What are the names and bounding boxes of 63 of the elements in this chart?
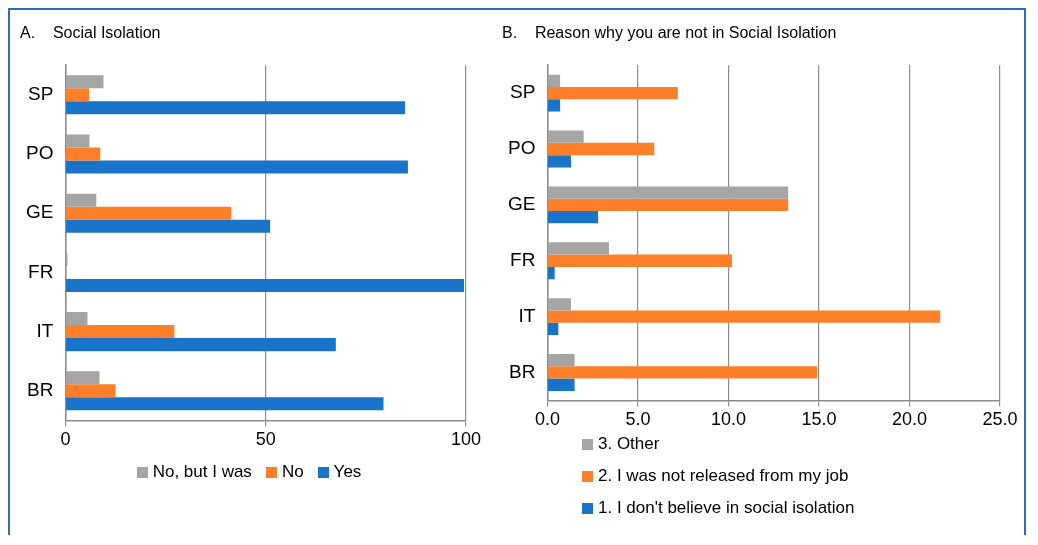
bar (66, 219, 271, 233)
bar (548, 266, 555, 280)
bar (66, 338, 336, 352)
bar (548, 366, 818, 379)
bar (66, 134, 90, 148)
y-tick-label: FR (510, 248, 536, 270)
legend-label: No (281, 462, 304, 482)
y-tick-label: BR (509, 360, 536, 382)
bar (548, 211, 599, 224)
y-tick-label: SP (510, 81, 536, 103)
bar (548, 322, 559, 336)
y-tick-label: GE (508, 193, 536, 215)
x-tick-label: 50 (255, 429, 276, 450)
bar (548, 130, 584, 143)
bar (548, 198, 789, 212)
legend-label: 3. Other (598, 434, 660, 454)
x-tick-label: 100 (450, 429, 482, 450)
bar (548, 298, 571, 311)
bar (66, 75, 104, 89)
bar (548, 254, 733, 267)
x-tick-label: 10.0 (710, 409, 746, 430)
y-tick-label: PO (26, 142, 54, 164)
bar (548, 310, 941, 323)
bar (548, 378, 575, 391)
bar (548, 242, 609, 255)
bar (548, 99, 561, 112)
x-tick-label: 15.0 (801, 409, 837, 430)
bar (66, 206, 232, 220)
bar (66, 384, 116, 398)
bar (66, 312, 88, 326)
bar (66, 147, 101, 161)
y-tick-label: GE (26, 201, 54, 223)
bar (548, 86, 678, 100)
bar (548, 354, 575, 367)
y-tick-label: FR (28, 260, 54, 282)
legend-label: 2. I was not released from my job (598, 466, 849, 486)
legend-label: No, but I was (152, 462, 252, 482)
bar (66, 325, 175, 339)
bar (66, 397, 384, 411)
x-tick-label: 0 (60, 429, 71, 450)
bar (66, 371, 100, 385)
bar (66, 278, 464, 292)
bar (548, 155, 571, 168)
x-tick-label: 5.0 (625, 409, 651, 430)
bar (66, 101, 406, 115)
bar (548, 74, 561, 87)
bar (548, 142, 655, 156)
legend-label: 1. I don't believe in social isolation (598, 498, 855, 518)
x-tick-label: 20.0 (891, 409, 928, 430)
chart-title: A. Social Isolation (20, 24, 161, 42)
y-tick-label: SP (28, 83, 54, 105)
y-tick-label: PO (508, 137, 536, 159)
y-tick-label: BR (27, 379, 54, 401)
x-tick-label: 0.0 (534, 409, 560, 430)
bar (66, 160, 408, 174)
bar (66, 88, 90, 102)
bar (66, 193, 97, 207)
legend-label: Yes (333, 462, 362, 482)
chart-title: B. Reason why you are not in Social Isolation (502, 24, 837, 42)
x-tick-label: 25.0 (982, 409, 1018, 430)
bar (548, 186, 789, 199)
y-tick-label: IT (518, 304, 536, 326)
y-tick-label: IT (36, 319, 54, 341)
